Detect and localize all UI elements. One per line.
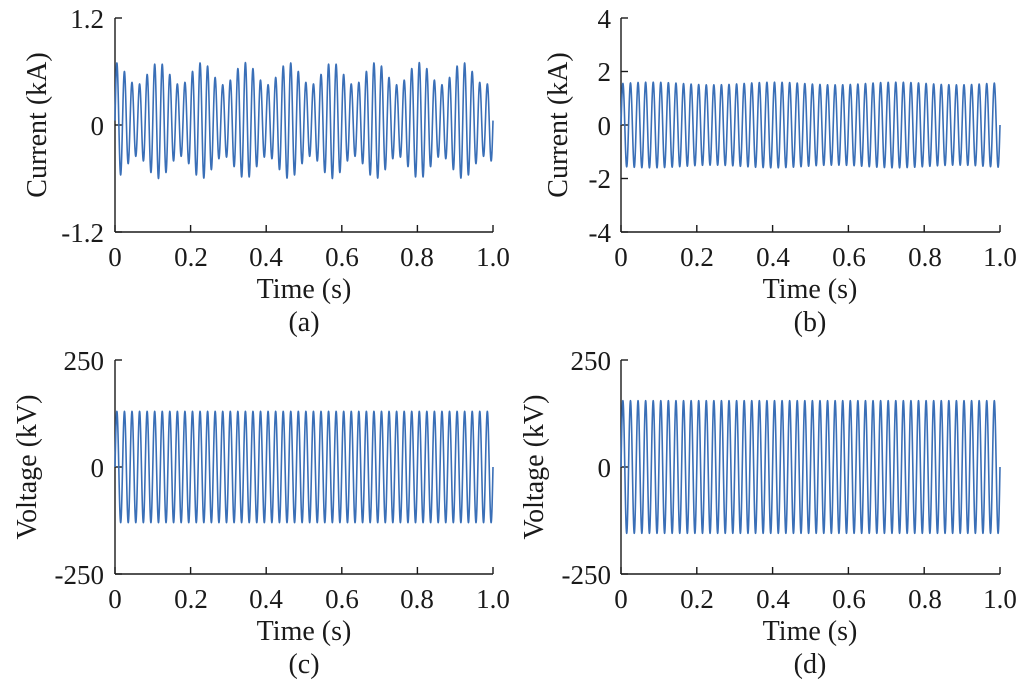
panel-a-ytick-zero: 0 xyxy=(91,111,105,141)
panel-b-xtick: 0.4 xyxy=(756,242,790,272)
panel-a-xtick: 0.2 xyxy=(174,242,208,272)
panel-b-ytick: 2 xyxy=(598,57,612,87)
panel-c-xticks: 0 0.2 0.4 0.6 0.8 1.0 xyxy=(108,584,510,614)
panel-b-xlabel: Time (s) xyxy=(763,274,858,305)
panel-a-xtick: 1.0 xyxy=(476,242,510,272)
panel-d-xtick: 0.4 xyxy=(756,584,790,614)
panel-d-xtick: 1.0 xyxy=(983,584,1017,614)
panel-d-ylabel: Voltage (kV) xyxy=(519,395,550,540)
panel-c-ytick-bottom: -250 xyxy=(55,560,105,590)
panel-d-caption: (d) xyxy=(794,649,827,680)
panel-d-xtick: 0.2 xyxy=(680,584,714,614)
panel-d: Voltage (kV) 250 0 -250 0 0.2 0.4 0.6 0.… xyxy=(519,346,1017,680)
panel-b-xtick: 0.2 xyxy=(680,242,714,272)
series-line xyxy=(114,410,494,524)
panel-c: Voltage (kV) 250 0 -250 0 0.2 0.4 0.6 0.… xyxy=(12,346,510,680)
panel-a: Current (kA) 1.2 0 -1.2 0 0.2 0.4 0.6 0.… xyxy=(22,4,510,338)
panel-b-xtick: 0.6 xyxy=(832,242,866,272)
panel-c-ylabel: Voltage (kV) xyxy=(12,395,43,540)
series-line xyxy=(114,61,494,180)
panel-d-plot-area xyxy=(620,359,1001,575)
panel-c-xtick: 0.4 xyxy=(249,584,283,614)
panel-a-ytick-bottom: -1.2 xyxy=(61,218,104,248)
panel-c-xlabel: Time (s) xyxy=(257,616,352,647)
panel-a-xlabel: Time (s) xyxy=(257,274,352,305)
panel-a-xtick: 0.8 xyxy=(400,242,434,272)
panel-a-ylabel: Current (kA) xyxy=(22,52,53,197)
panel-b-xtick: 1.0 xyxy=(983,242,1017,272)
panel-b-plot-area xyxy=(620,17,1001,233)
panel-c-ytick-zero: 0 xyxy=(91,453,105,483)
panel-c-xtick: 1.0 xyxy=(476,584,510,614)
panel-b-ytick: -4 xyxy=(589,218,612,248)
panel-b-xticks: 0 0.2 0.4 0.6 0.8 1.0 xyxy=(614,242,1017,272)
panel-a-xtick: 0 xyxy=(108,242,122,272)
panel-d-xtick: 0 xyxy=(614,584,628,614)
panel-b-xtick: 0.8 xyxy=(908,242,942,272)
panel-a-xticks: 0 0.2 0.4 0.6 0.8 1.0 xyxy=(108,242,510,272)
panel-c-xtick: 0.8 xyxy=(400,584,434,614)
panel-d-ytick-top: 250 xyxy=(571,346,612,376)
panel-b-ylabel: Current (kA) xyxy=(543,52,574,197)
panel-b-xtick: 0 xyxy=(614,242,628,272)
panel-d-xlabel: Time (s) xyxy=(763,616,858,647)
panel-b-ytick: 0 xyxy=(598,111,612,141)
panel-a-ytick-top: 1.2 xyxy=(70,4,104,34)
panel-a-xtick: 0.6 xyxy=(325,242,359,272)
panel-b-ytick: 4 xyxy=(598,4,612,34)
panel-b-ytick: -2 xyxy=(589,164,612,194)
panel-c-plot-area xyxy=(114,359,494,575)
panel-c-ytick-top: 250 xyxy=(64,346,105,376)
panel-c-xtick: 0.6 xyxy=(325,584,359,614)
panel-d-ytick-zero: 0 xyxy=(598,453,612,483)
panel-d-xtick: 0.6 xyxy=(832,584,866,614)
panel-a-caption: (a) xyxy=(288,307,319,338)
series-line xyxy=(620,399,1001,535)
panel-c-caption: (c) xyxy=(288,649,319,680)
panel-c-xtick: 0 xyxy=(108,584,122,614)
series-line xyxy=(620,81,1001,169)
panel-c-xtick: 0.2 xyxy=(174,584,208,614)
panel-b-caption: (b) xyxy=(794,307,827,338)
panel-d-xticks: 0 0.2 0.4 0.6 0.8 1.0 xyxy=(614,584,1017,614)
panel-a-plot-area xyxy=(114,17,494,233)
panel-d-ytick-bottom: -250 xyxy=(562,560,612,590)
panel-d-xtick: 0.8 xyxy=(908,584,942,614)
panel-a-xtick: 0.4 xyxy=(249,242,283,272)
panel-b: Current (kA) 4 2 0 -2 -4 0 0.2 0.4 0.6 0… xyxy=(543,4,1017,338)
